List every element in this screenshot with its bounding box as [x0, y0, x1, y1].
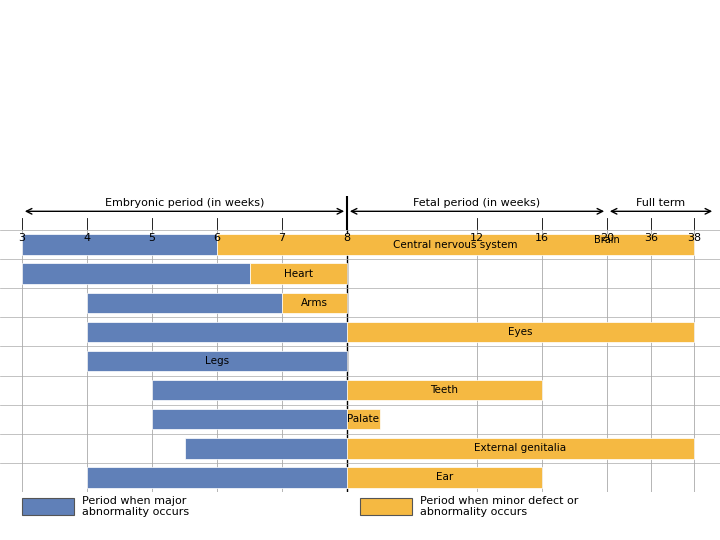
Bar	[22, 498, 74, 515]
Text: 7: 7	[279, 233, 286, 243]
Bar	[87, 293, 282, 313]
Text: Eyes: Eyes	[508, 327, 533, 337]
Text: Full term: Full term	[636, 198, 685, 208]
Bar	[347, 438, 694, 458]
Text: Legs: Legs	[205, 356, 229, 366]
Text: Ear: Ear	[436, 472, 453, 482]
Text: 12: 12	[470, 233, 484, 243]
Text: Fetal period (in weeks): Fetal period (in weeks)	[413, 198, 541, 208]
Bar	[184, 438, 347, 458]
Text: 20: 20	[600, 233, 614, 243]
Text: Arms: Arms	[301, 298, 328, 308]
Bar	[347, 467, 542, 488]
Text: Embryonic period (in weeks): Embryonic period (in weeks)	[105, 198, 264, 208]
Bar	[22, 264, 250, 284]
Bar	[347, 380, 542, 400]
Bar	[152, 409, 347, 429]
Bar	[347, 409, 379, 429]
Text: 5: 5	[148, 233, 156, 243]
Text: External genitalia: External genitalia	[474, 443, 567, 454]
Bar	[250, 264, 347, 284]
Bar	[87, 351, 347, 371]
Bar	[87, 467, 347, 488]
Bar	[22, 234, 217, 255]
Text: Teeth: Teeth	[431, 385, 459, 395]
Bar	[360, 498, 412, 515]
Text: 16: 16	[535, 233, 549, 243]
Bar	[152, 380, 347, 400]
Text: Central nervous system: Central nervous system	[393, 240, 518, 249]
Text: Period when minor defect or
abnormality occurs: Period when minor defect or abnormality …	[420, 496, 578, 517]
Text: 3: 3	[19, 233, 25, 243]
Text: Brain: Brain	[594, 235, 620, 245]
Text: Heart: Heart	[284, 269, 312, 279]
Text: 8: 8	[343, 233, 351, 243]
Text: Period when major
abnormality occurs: Period when major abnormality occurs	[82, 496, 189, 517]
Text: 38: 38	[687, 233, 701, 243]
Bar	[347, 322, 694, 342]
Text: 36: 36	[644, 233, 658, 243]
Bar	[87, 322, 347, 342]
Text: Palate: Palate	[347, 414, 379, 424]
Bar	[217, 234, 694, 255]
Text: 4: 4	[84, 233, 91, 243]
Bar	[282, 293, 347, 313]
Text: 6: 6	[214, 233, 220, 243]
